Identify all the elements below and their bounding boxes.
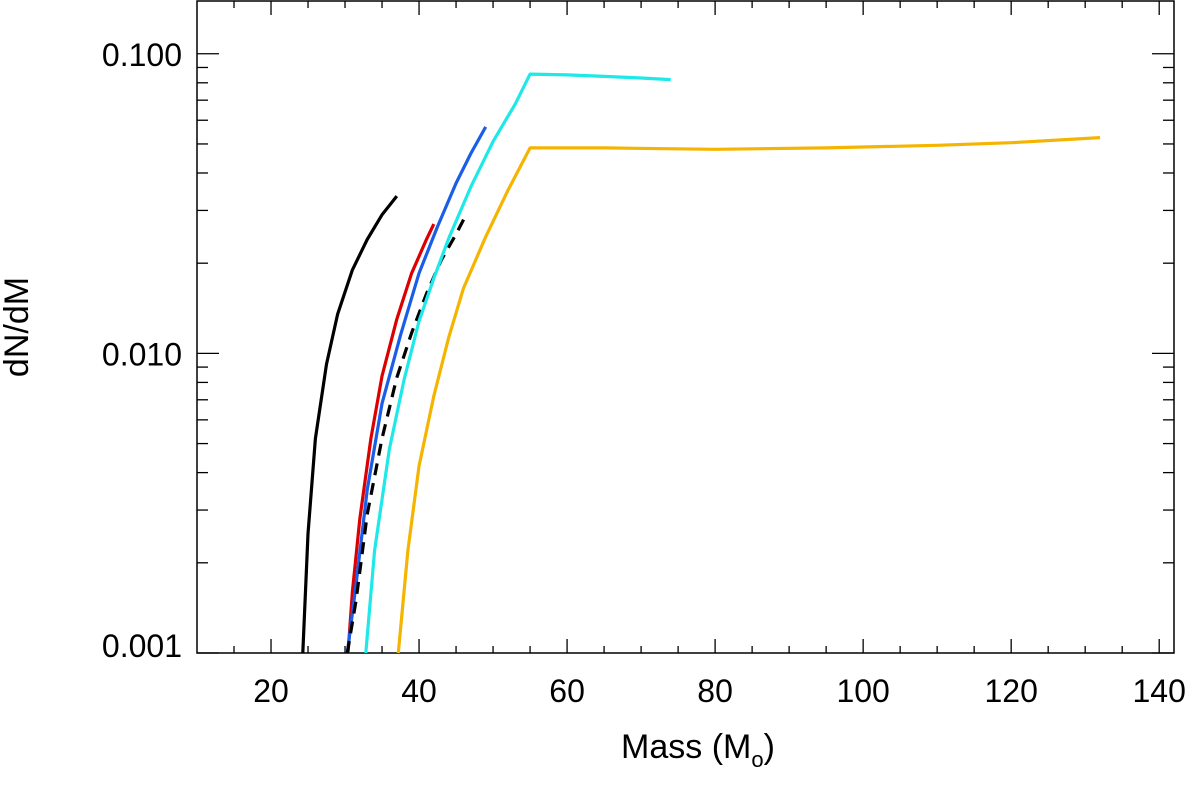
series-line-2 <box>346 223 436 654</box>
series-line-3 <box>345 126 488 654</box>
y-tick-label: 0.001 <box>102 628 182 664</box>
y-tick-label: 0.010 <box>102 336 182 372</box>
x-tick-label: 120 <box>984 673 1037 709</box>
x-axis-title-main: Mass (M <box>621 728 751 766</box>
x-tick-label: 40 <box>401 673 437 709</box>
x-tick-label: 140 <box>1133 673 1186 709</box>
y-tick-labels: 0.001 0.010 0.100 <box>102 37 182 664</box>
plot-frame <box>196 0 1175 654</box>
x-tick-label: 80 <box>697 673 733 709</box>
x-tick-label: 100 <box>836 673 889 709</box>
axis-ticks <box>197 1 1174 654</box>
series-layer <box>301 72 1101 654</box>
y-tick-label: 0.100 <box>102 37 182 73</box>
x-tick-labels: 20 40 60 80 100 120 140 <box>253 673 1186 709</box>
x-axis-title-close: ) <box>764 728 775 766</box>
x-axis-title-subscript: o <box>751 747 763 772</box>
series-line-5 <box>364 72 671 654</box>
y-axis-title: dN/dM <box>0 277 36 377</box>
x-tick-label: 20 <box>253 673 289 709</box>
series-line-1 <box>301 195 399 654</box>
series-line-4 <box>345 211 469 654</box>
x-axis-title: Mass (Mo) <box>621 728 775 772</box>
series-line-6 <box>396 136 1101 654</box>
x-tick-label: 60 <box>549 673 585 709</box>
